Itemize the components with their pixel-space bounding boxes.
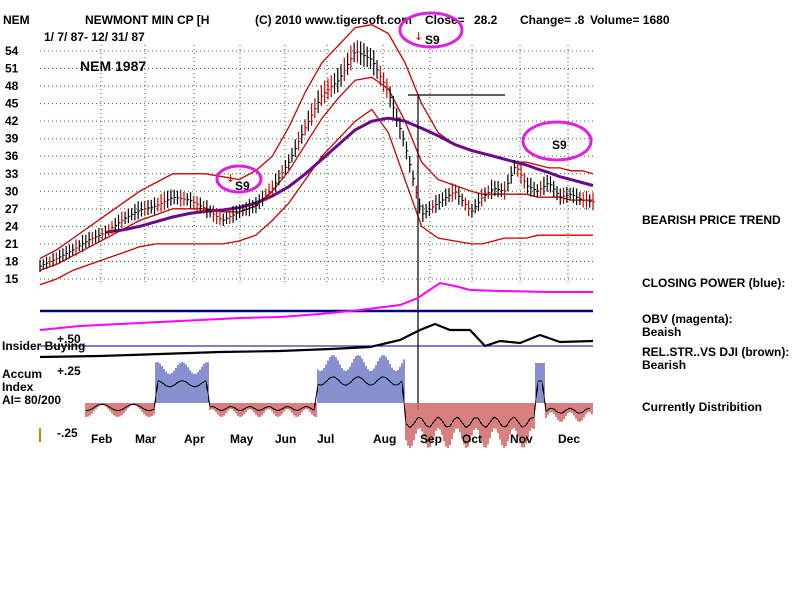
- relstr-value: Bearish: [642, 358, 686, 372]
- obv-value: Beaish: [642, 325, 681, 339]
- price-bands: [39, 24, 594, 286]
- accum-tick-025: +.25: [57, 364, 81, 378]
- mid-band-line: [39, 76, 593, 271]
- month-label: Apr: [184, 432, 205, 446]
- month-label: Aug: [373, 432, 396, 446]
- down-arrow-icon: ↓: [414, 30, 423, 43]
- month-label: Mar: [135, 432, 157, 446]
- accum-tick-neg025: -.25: [57, 426, 78, 440]
- y-tick-label: 24: [5, 219, 19, 233]
- signal-label: S9: [425, 33, 440, 47]
- close-value: 28.2: [474, 13, 498, 27]
- month-label: Sep: [420, 432, 442, 446]
- y-axis-labels: 54 51 48 45 42 39 36 33 30 27 24 21 18 15: [5, 44, 19, 286]
- chart-title: NEM 1987: [80, 58, 146, 74]
- accum-tick-050: +.50: [57, 332, 81, 346]
- month-label: Jun: [275, 432, 296, 446]
- y-tick-label: 21: [5, 237, 19, 251]
- relstr-line: [39, 322, 594, 359]
- y-tick-label: 15: [5, 272, 19, 286]
- signal-marker-nov: S9: [521, 120, 593, 162]
- month-label: Dec: [558, 432, 580, 446]
- month-label: Jul: [317, 432, 334, 446]
- y-tick-label: 54: [5, 44, 19, 58]
- upper-band-line: [39, 24, 594, 260]
- moving-average-line: [106, 116, 594, 234]
- accum-label-2: Index: [2, 380, 34, 394]
- y-tick-label: 42: [5, 114, 19, 128]
- relstr-label: REL.STR..VS DJI (brown):: [642, 345, 789, 359]
- y-tick-label: 39: [5, 132, 19, 146]
- signal-label: S9: [235, 179, 250, 193]
- insider-buying-label: Insider Buying: [2, 339, 85, 353]
- down-arrow-icon: ↓: [226, 172, 235, 185]
- month-axis: Feb Mar Apr May Jun Jul Aug Sep Oct Nov Dec: [91, 432, 580, 446]
- obv-label: OBV (magenta):: [642, 312, 733, 326]
- signal-marker-sep: S9 ↓: [398, 11, 464, 49]
- accum-smooth-line: [85, 376, 591, 429]
- lower-band-line: [39, 108, 593, 286]
- company-name: NEWMONT MIN CP [H: [85, 13, 209, 27]
- change-label: Change= .8: [520, 13, 585, 27]
- y-tick-label: 33: [5, 167, 19, 181]
- volume-label: Volume= 1680: [590, 13, 670, 27]
- y-tick-label: 18: [5, 254, 19, 268]
- signal-marker-may: S9 ↓: [215, 164, 263, 194]
- closing-power-label: CLOSING POWER (blue):: [642, 276, 785, 290]
- y-tick-label: 30: [5, 184, 19, 198]
- accum-label-1: Accum: [2, 367, 42, 381]
- month-label: Feb: [91, 432, 112, 446]
- y-tick-label: 48: [5, 79, 19, 93]
- y-tick-label: 51: [5, 62, 19, 76]
- y-tick-label: 27: [5, 202, 19, 216]
- y-tick-label: 36: [5, 149, 19, 163]
- month-label: May: [230, 432, 254, 446]
- close-label: Close=: [425, 13, 465, 27]
- month-label: Nov: [510, 432, 533, 446]
- signal-circle: [215, 164, 263, 194]
- month-label: Oct: [462, 432, 482, 446]
- distribution-label: Currently Distribition: [642, 400, 762, 414]
- copyright: (C) 2010 www.tigersoft.com: [255, 13, 412, 27]
- signal-circle: [398, 11, 464, 49]
- ticker: NEM: [3, 13, 30, 27]
- y-tick-label: 45: [5, 97, 19, 111]
- bearish-trend-label: BEARISH PRICE TREND: [642, 213, 781, 227]
- obv-line: [39, 281, 593, 331]
- date-range: 1/ 7/ 87- 12/ 31/ 87: [44, 30, 145, 44]
- price-grid: [40, 45, 593, 285]
- signal-label: S9: [552, 138, 567, 152]
- accum-label-3: AI= 80/200: [2, 393, 61, 407]
- signal-circle: [521, 120, 593, 162]
- price-bars: [39, 40, 595, 273]
